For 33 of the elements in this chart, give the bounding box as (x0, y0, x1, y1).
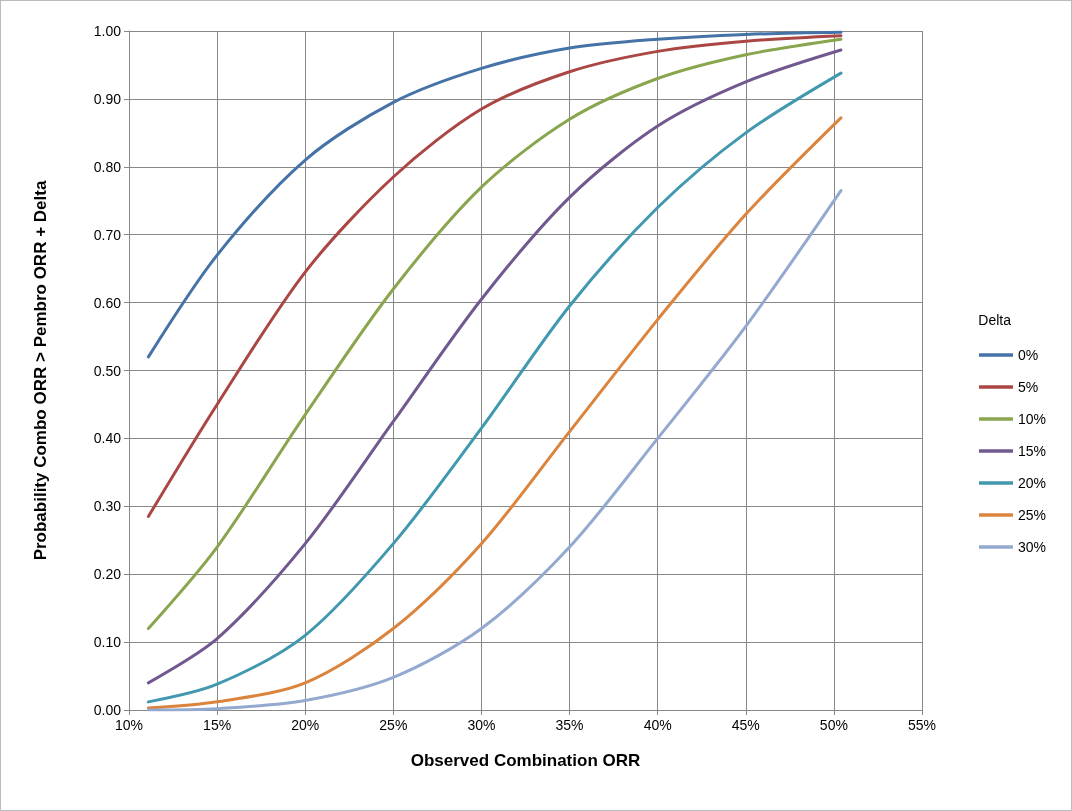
x-tick-label: 55% (907, 717, 937, 733)
legend-label: 25% (1017, 507, 1047, 523)
y-tick-label: 0.30 (93, 498, 122, 515)
legend-title: Delta (978, 312, 1012, 328)
line-series (146, 30, 843, 359)
y-tick-label: 0.50 (93, 362, 122, 379)
legend-label: 15% (1017, 443, 1047, 459)
legend-label: 0% (1017, 347, 1039, 363)
y-axis-title: Probability Combo ORR > Pembro ORR + Delta (31, 180, 50, 561)
y-tick-label: 1.00 (93, 23, 122, 39)
y-tick-label: 0.60 (93, 294, 122, 311)
x-axis-title: Observed Combination ORR (410, 751, 641, 770)
y-tick-label: 0.10 (93, 634, 122, 651)
y-tick-label: 0.80 (93, 158, 122, 175)
y-tick-label: 0.70 (93, 226, 122, 243)
legend-label: 5% (1017, 379, 1039, 395)
line-series (146, 34, 843, 518)
x-tick-label: 50% (819, 717, 848, 733)
x-tick-label: 15% (203, 717, 232, 733)
y-tick-label: 0.40 (93, 430, 122, 447)
y-tick-label: 0.00 (93, 702, 122, 718)
legend-label: 10% (1017, 411, 1047, 427)
x-tick-label: 45% (731, 717, 760, 733)
x-tick-label: 10% (114, 717, 144, 733)
y-tick-label: 0.20 (93, 566, 122, 583)
x-tick-label: 40% (643, 717, 672, 733)
x-tick-label: 25% (379, 717, 408, 733)
x-tick-label: 20% (291, 717, 320, 733)
y-tick-label: 0.90 (93, 90, 122, 107)
x-tick-label: 35% (555, 717, 584, 733)
x-tick-label: 30% (467, 717, 496, 733)
legend-label: 30% (1017, 539, 1047, 555)
legend-label: 20% (1017, 475, 1047, 491)
